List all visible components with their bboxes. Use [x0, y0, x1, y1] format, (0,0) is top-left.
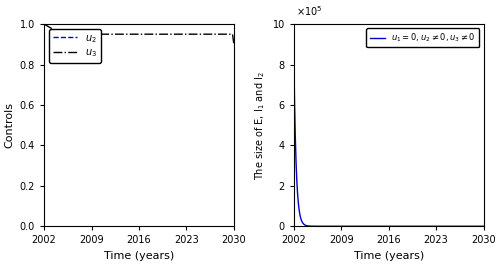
$u_2$	[182, 23, 188, 26]
X-axis label: Time (years): Time (years)	[354, 251, 424, 261]
$u_3$	[155, 33, 161, 36]
Y-axis label: Controls: Controls	[4, 102, 14, 148]
$u_2$	[231, 23, 237, 26]
$u_2$	[155, 23, 161, 26]
Line: $u_3$: $u_3$	[44, 24, 234, 44]
$u_2$	[114, 23, 119, 26]
$u_2$	[164, 23, 170, 26]
Legend: $u_2$, $u_3$: $u_2$, $u_3$	[49, 29, 101, 63]
Y-axis label: The size of E, I$_1$ and I$_2$: The size of E, I$_1$ and I$_2$	[253, 71, 267, 180]
$u_3$	[182, 33, 188, 36]
Text: $\times 10^5$: $\times 10^5$	[296, 4, 322, 18]
$u_3$	[114, 33, 119, 36]
$u_3$	[197, 33, 203, 36]
$u_2$	[41, 23, 47, 26]
X-axis label: Time (years): Time (years)	[104, 251, 174, 261]
Legend: $u_1 = 0, u_2 \neq 0, u_3 \neq 0$: $u_1 = 0, u_2 \neq 0, u_3 \neq 0$	[366, 28, 480, 47]
$u_3$	[164, 33, 170, 36]
$u_3$	[76, 33, 82, 36]
$u_2$	[76, 23, 82, 26]
$u_2$	[197, 23, 203, 26]
$u_3$	[41, 23, 47, 26]
$u_3$	[231, 43, 237, 46]
